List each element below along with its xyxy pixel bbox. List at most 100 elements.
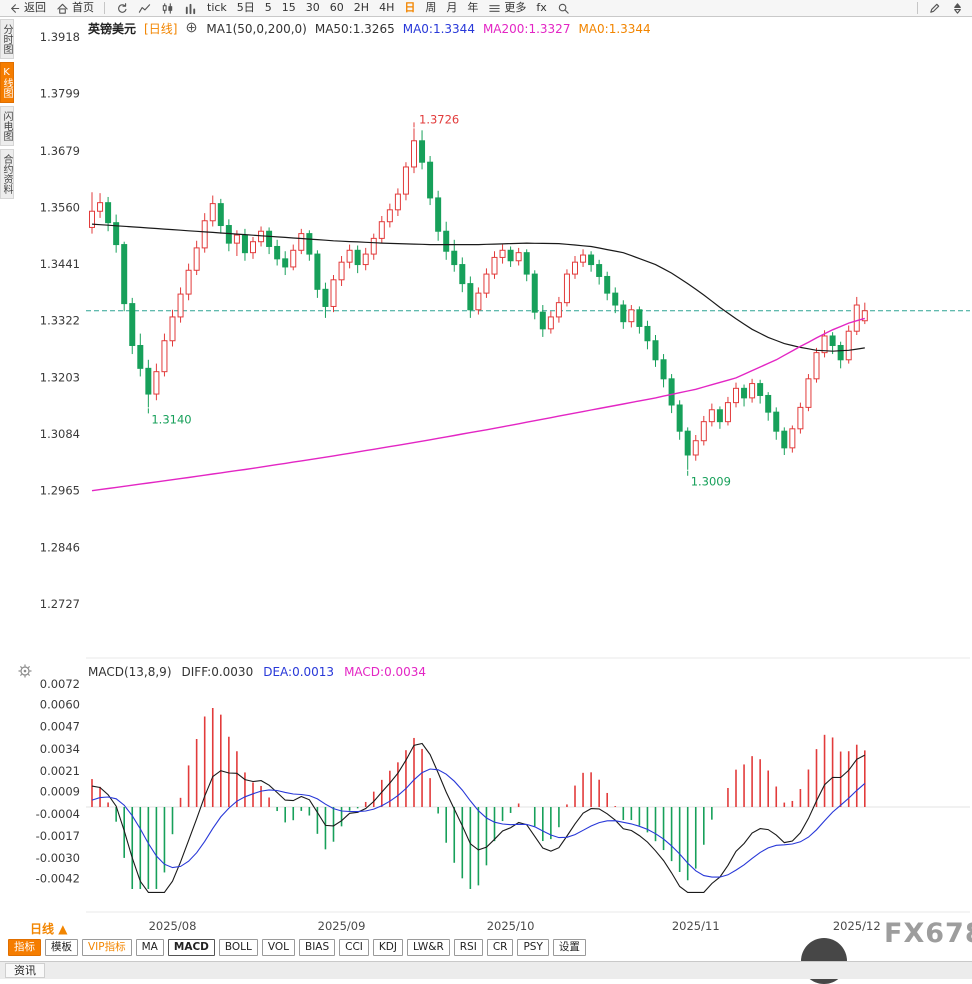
line-chart-icon [138,3,151,13]
indicator-button-模板[interactable]: 模板 [45,939,78,956]
indicator-button-MA[interactable]: MA [135,939,164,956]
toolbar-label: fx [536,1,547,14]
symbol-name: 英镑美元 [88,22,137,36]
line-chart-button[interactable] [138,2,151,15]
indicator-button-LW&R[interactable]: LW&R [406,939,450,956]
svg-text:1.3679: 1.3679 [40,144,80,158]
period-selector-button[interactable]: 日线 ▲ [30,920,67,937]
macd-lines [91,742,866,893]
indicator-button-PSY[interactable]: PSY [517,939,549,956]
indicator-button-RSI[interactable]: RSI [453,939,483,956]
toolbar-button-60[interactable]: 60 [330,0,344,16]
price-axis: 1.3918 1.3799 1.3679 1.3560 1.3441 1.3322 1.32… [40,30,80,611]
sidebar-tab-合约资料[interactable]: 合约资料 [0,149,14,199]
indicator-button-BOLL[interactable]: BOLL [218,939,258,956]
toolbar-label: 月 [446,1,458,14]
add-indicator-icon[interactable] [185,21,198,37]
back-button[interactable]: 返回 [8,0,46,16]
toolbar-label: 首页 [72,1,94,14]
home-button[interactable]: 首页 [56,0,94,16]
indicator-button-CCI[interactable]: CCI [339,939,369,956]
svg-text:1.3726: 1.3726 [419,112,459,126]
chart-header: 英镑美元 [日线] MA1(50,0,200,0) MA50:1.3265 MA0:… [88,20,651,37]
sidebar-tab-分时图[interactable]: 分时图 [0,19,14,59]
menu-button[interactable]: 更多 [488,0,526,16]
chart-type-sidebar: 分时图 K线图闪电图合约资料 [0,19,15,199]
indicator-button-指标[interactable]: 指标 [8,939,41,956]
macd-readout: MACD(13,8,9) [88,665,172,679]
indicator-button-MACD[interactable]: MACD [167,939,215,956]
ma-readout: MA0:1.3344 [578,21,651,36]
ma-lines [91,223,865,492]
svg-text:1.2965: 1.2965 [40,484,80,498]
pencil-button[interactable] [928,2,941,15]
toolbar-button-月[interactable]: 月 [446,0,457,16]
svg-text:0.0009: 0.0009 [40,785,80,799]
toolbar-label: 30 [305,1,320,14]
date-axis: 2025/08 2025/09 2025/10 2025/11 2025/12 [149,919,881,933]
plus-circle-icon [187,22,197,32]
toolbar-label: 周 [425,1,437,14]
home-icon [57,3,68,14]
watermark: FX678 [884,918,972,949]
sidebar-tab-K线图[interactable]: K线图 [0,62,14,103]
indicator-button-BIAS[interactable]: BIAS [298,939,336,956]
flags-button[interactable] [951,2,964,15]
indicator-button-CR[interactable]: CR [486,939,514,956]
svg-text:1.3918: 1.3918 [40,30,80,44]
candle-chart-button[interactable] [161,2,174,15]
svg-text:2025/12: 2025/12 [833,919,881,933]
candlesticks [89,128,868,470]
period-tag: [日线] [144,22,178,36]
news-tab[interactable]: 资讯 [5,963,45,978]
svg-text:2025/11: 2025/11 [672,919,720,933]
macd-readout: MACD:0.0034 [344,665,427,679]
toolbar-separator [917,2,918,14]
refresh-button[interactable] [115,2,128,15]
toolbar-button-tick[interactable]: tick [207,0,227,16]
svg-text:2025/10: 2025/10 [487,919,535,933]
indicator-button-KDJ[interactable]: KDJ [372,939,403,956]
macd-histogram [86,707,970,889]
toolbar-label: 5 [264,1,272,14]
svg-text:1.3140: 1.3140 [151,412,191,426]
macd-axis: 0.0072 0.0060 0.0047 0.0034 0.0021 0.0009 -0.0… [36,677,80,886]
toolbar-button-日[interactable]: 日 [404,0,415,16]
toolbar-button-2H[interactable]: 2H [354,0,369,16]
svg-text:0.0047: 0.0047 [40,720,80,734]
indicator-button-设置[interactable]: 设置 [552,939,586,956]
toolbar-button-5[interactable]: 5 [265,0,272,16]
svg-text:1.3560: 1.3560 [40,200,80,214]
toolbar-button-4H[interactable]: 4H [379,0,394,16]
svg-text:-0.0017: -0.0017 [36,829,80,843]
toolbar-button-30[interactable]: 30 [306,0,320,16]
volume-chart-button[interactable] [184,2,197,15]
svg-text:0.0060: 0.0060 [40,698,80,712]
search-button[interactable] [557,2,570,15]
toolbar-button-15[interactable]: 15 [282,0,296,16]
toolbar-label: 15 [281,1,296,14]
indicator-button-VOL[interactable]: VOL [261,939,295,956]
toolbar-label: 返回 [24,1,46,14]
toolbar-label: 年 [467,1,479,14]
toolbar-button-5日[interactable]: 5日 [237,0,255,16]
toolbar-label: 日 [404,1,416,14]
indicator-button-VIP指标[interactable]: VIP指标 [82,939,132,956]
menu-icon [489,4,501,12]
macd-readout: DEA:0.0013 [263,665,335,679]
sidebar-tab-闪电图[interactable]: 闪电图 [0,106,14,146]
toolbar-separator [104,2,105,14]
toolbar-button-fx[interactable]: fx [536,0,546,16]
toolbar-button-周[interactable]: 周 [425,0,436,16]
svg-text:-0.0042: -0.0042 [36,872,80,886]
ma-readout: MA200:1.3327 [482,21,571,36]
volume-chart-icon [185,3,196,14]
svg-text:0.0021: 0.0021 [40,764,80,778]
toolbar-button-年[interactable]: 年 [467,0,478,16]
toolbar-label: 4H [379,1,395,14]
macd-settings-gear-icon[interactable] [18,664,32,678]
svg-text:0.0072: 0.0072 [40,677,80,691]
pencil-icon [930,3,940,13]
svg-text:1.3799: 1.3799 [40,87,80,101]
